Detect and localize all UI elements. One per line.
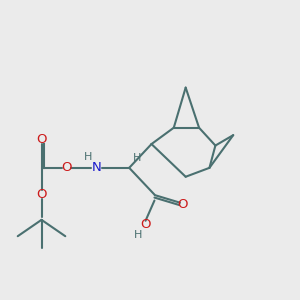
Text: O: O (140, 218, 151, 231)
Text: H: H (84, 152, 92, 162)
Text: N: N (92, 161, 101, 174)
Text: O: O (177, 199, 188, 212)
Text: O: O (36, 188, 47, 201)
Text: H: H (134, 230, 142, 240)
Text: O: O (36, 133, 47, 146)
Text: O: O (61, 161, 72, 174)
Text: H: H (132, 153, 141, 163)
